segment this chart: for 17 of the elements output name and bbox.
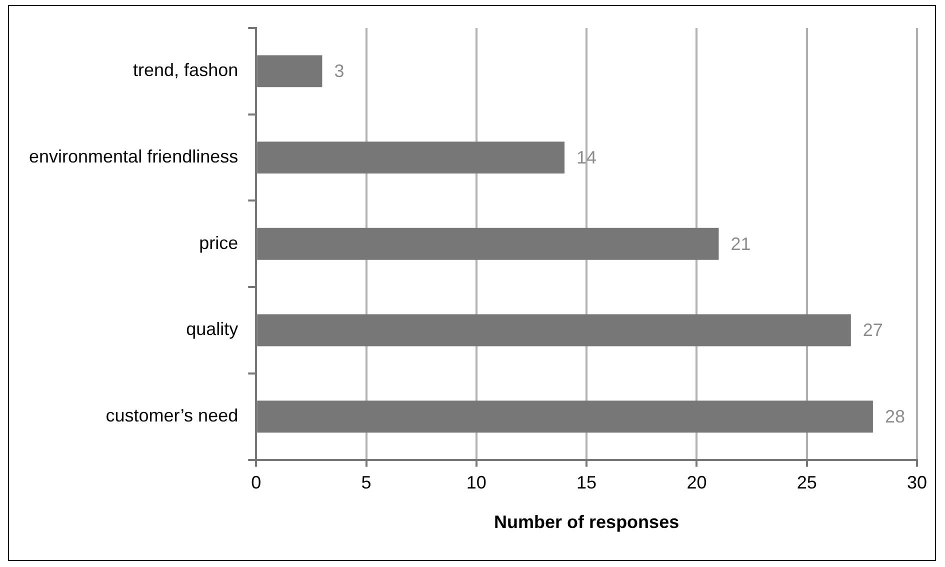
x-tick-label: 5 bbox=[361, 472, 372, 493]
data-label: 27 bbox=[862, 320, 883, 340]
x-tick-label: 20 bbox=[686, 472, 707, 493]
data-label: 21 bbox=[730, 234, 751, 254]
x-tick-label: 10 bbox=[466, 472, 486, 493]
x-tick-label: 15 bbox=[576, 472, 597, 493]
data-label: 3 bbox=[334, 61, 344, 82]
data-label: 28 bbox=[884, 406, 905, 427]
y-tick-label: environmental friendliness bbox=[29, 146, 238, 167]
x-tick-label: 30 bbox=[906, 472, 928, 493]
x-tick-label: 25 bbox=[796, 472, 817, 493]
x-axis-title: Number of responses bbox=[494, 512, 680, 532]
x-tick-label: 0 bbox=[251, 472, 262, 493]
y-tick-label: quality bbox=[186, 319, 238, 340]
y-tick-label: price bbox=[199, 232, 238, 253]
y-tick-label: trend, fashon bbox=[133, 60, 238, 80]
y-tick-label: customer’s need bbox=[106, 406, 238, 426]
